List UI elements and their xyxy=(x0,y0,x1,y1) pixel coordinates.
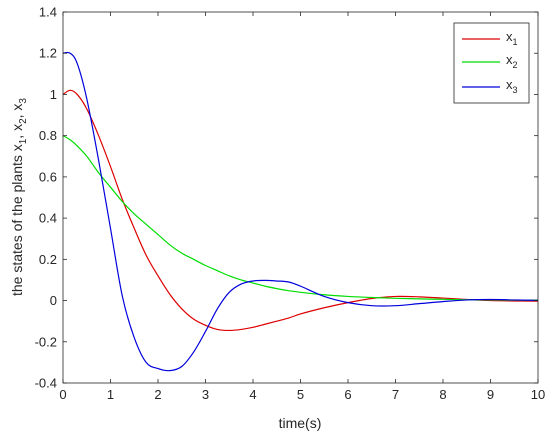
y-axis-label-part: the states of the plants x xyxy=(9,144,25,296)
y-tick-label: -0.2 xyxy=(35,334,57,349)
x-tick-label: 4 xyxy=(249,387,256,402)
y-tick-label: 0.6 xyxy=(39,169,57,184)
series-layer xyxy=(62,51,539,372)
x-tick-label: 0 xyxy=(59,387,66,402)
y-axis-label-sub: 1 xyxy=(18,138,29,144)
y-tick-label: 0 xyxy=(50,293,57,308)
x-tick-label: 5 xyxy=(297,387,304,402)
y-axis-label-part: , x xyxy=(9,104,25,119)
series-line-x1 xyxy=(62,89,539,332)
legend-label-x1: x1 xyxy=(506,29,518,47)
y-tick-label: 0.2 xyxy=(39,252,57,267)
y-axis-label-part: , x xyxy=(9,124,25,139)
y-tick-label: 0.8 xyxy=(39,128,57,143)
y-axis-label-sub: 2 xyxy=(18,118,29,124)
x-axis-label: time(s) xyxy=(279,415,322,431)
y-tick-label: -0.4 xyxy=(35,376,57,391)
x-tick-label: 2 xyxy=(154,387,161,402)
legend-label-x2: x2 xyxy=(506,52,518,70)
legend-label-x3: x3 xyxy=(506,77,518,95)
series-line-x3 xyxy=(62,51,539,372)
x-tick-label: 6 xyxy=(344,387,351,402)
y-tick-label: 1.2 xyxy=(39,46,57,61)
x-tick-label: 8 xyxy=(439,387,446,402)
x-tick-label: 9 xyxy=(487,387,494,402)
y-tick-label: 1 xyxy=(50,87,57,102)
y-tick-label: 0.4 xyxy=(39,211,57,226)
legend: x1 x2 x3 xyxy=(453,22,530,104)
y-axis-label: the states of the plants x1, x2, x3 xyxy=(9,98,29,296)
ticks-layer: 0 1 2 3 4 5 6 7 8 9 10 -0.4 -0.2 0 0.2 0.4 0.6 0.8 1 1.2 1.4 xyxy=(35,5,546,403)
y-tick-label: 1.4 xyxy=(39,5,57,20)
plot-frame xyxy=(62,11,539,384)
x-tick-label: 3 xyxy=(202,387,209,402)
x-tick-label: 1 xyxy=(107,387,114,402)
x-tick-label: 7 xyxy=(392,387,399,402)
series-line-x2 xyxy=(62,135,539,301)
legend-box xyxy=(453,22,530,104)
x-tick-label: 10 xyxy=(531,387,545,402)
y-axis-label-sub: 3 xyxy=(18,98,29,104)
